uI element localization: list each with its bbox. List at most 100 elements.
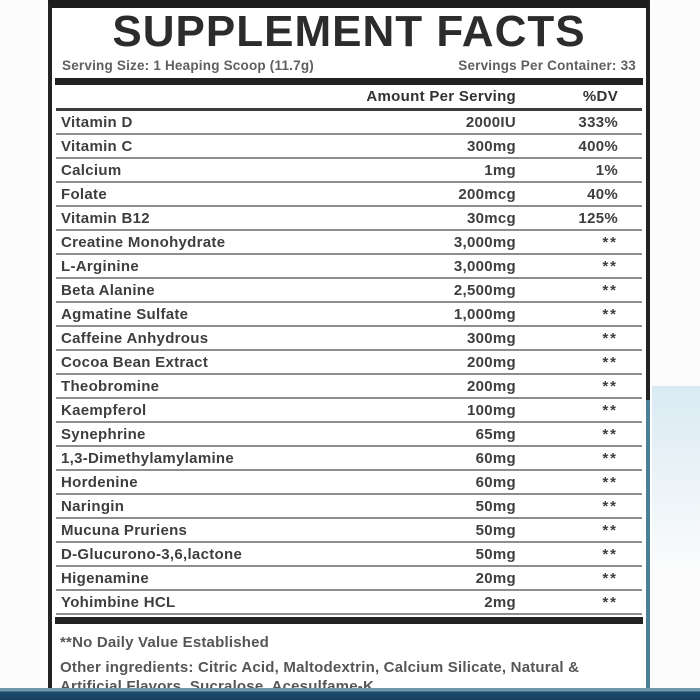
row-dv: ** <box>602 473 618 491</box>
row-dv: 40% <box>587 185 618 203</box>
row-amount: 2mg <box>484 593 516 611</box>
table-row: Calcium 1mg 1% <box>56 159 642 183</box>
row-ingredient-name: 1,3-Dimethylamylamine <box>61 449 235 467</box>
row-amount: 1mg <box>484 161 516 179</box>
row-ingredient-name: Agmatine Sulfate <box>61 305 189 323</box>
row-amount: 50mg <box>475 521 516 539</box>
row-amount: 3,000mg <box>453 233 516 251</box>
serving-size: Serving Size: 1 Heaping Scoop (11.7g) <box>62 58 314 73</box>
row-amount: 50mg <box>475 497 516 515</box>
row-dv: ** <box>602 521 618 539</box>
table-row: Yohimbine HCL 2mg ** <box>56 591 642 615</box>
row-dv: ** <box>602 449 618 467</box>
table-row: Folate 200mcg 40% <box>56 183 642 207</box>
table-row: Naringin 50mg ** <box>56 495 642 519</box>
row-ingredient-name: Yohimbine HCL <box>61 593 176 611</box>
row-ingredient-name: Vitamin B12 <box>61 209 150 227</box>
row-ingredient-name: Beta Alanine <box>61 281 155 299</box>
col-header-dv: %DV <box>582 88 618 105</box>
serving-info: Serving Size: 1 Heaping Scoop (11.7g) Se… <box>52 55 646 78</box>
row-dv: ** <box>602 257 618 275</box>
panel-title: SUPPLEMENT FACTS <box>112 7 586 56</box>
row-amount: 30mcg <box>466 209 516 227</box>
row-amount: 200mg <box>466 377 516 395</box>
row-dv: ** <box>602 545 618 563</box>
row-ingredient-name: Theobromine <box>61 377 160 395</box>
row-amount: 65mg <box>475 425 516 443</box>
table-row: Vitamin B12 30mcg 125% <box>56 207 642 231</box>
col-header-amount-per-serving: Amount Per Serving <box>366 88 516 105</box>
ingredient-table: Vitamin D 2000IU 333% Vitamin C 300mg 400% Cal… <box>52 111 646 615</box>
table-row: Caffeine Anhydrous 300mg ** <box>56 327 642 351</box>
table-row: Beta Alanine 2,500mg ** <box>56 279 642 303</box>
table-row: D-Glucurono-3,6,lactone 50mg ** <box>56 543 642 567</box>
row-amount: 2,500mg <box>453 281 516 299</box>
row-ingredient-name: Mucuna Pruriens <box>61 521 188 539</box>
row-ingredient-name: Kaempferol <box>61 401 147 419</box>
row-dv: 125% <box>578 209 618 227</box>
row-dv: ** <box>602 329 618 347</box>
row-dv: ** <box>602 281 618 299</box>
row-dv: ** <box>602 377 618 395</box>
row-dv: 1% <box>595 161 618 179</box>
row-amount: 3,000mg <box>453 257 516 275</box>
table-row: Theobromine 200mg ** <box>56 375 642 399</box>
row-ingredient-name: Creatine Monohydrate <box>61 233 226 251</box>
row-amount: 200mcg <box>458 185 516 203</box>
row-ingredient-name: Synephrine <box>61 425 146 443</box>
row-amount: 100mg <box>466 401 516 419</box>
row-amount: 200mg <box>466 353 516 371</box>
row-ingredient-name: Folate <box>61 185 107 203</box>
table-row: Creatine Monohydrate 3,000mg ** <box>56 231 642 255</box>
table-row: Higenamine 20mg ** <box>56 567 642 591</box>
table-row: 1,3-Dimethylamylamine 60mg ** <box>56 447 642 471</box>
row-ingredient-name: Caffeine Anhydrous <box>61 329 209 347</box>
row-ingredient-name: D-Glucurono-3,6,lactone <box>61 545 243 563</box>
table-row: Mucuna Pruriens 50mg ** <box>56 519 642 543</box>
row-ingredient-name: Vitamin C <box>61 137 133 155</box>
servings-per-container: Servings Per Container: 33 <box>458 58 636 73</box>
row-amount: 300mg <box>466 329 516 347</box>
row-ingredient-name: Calcium <box>61 161 122 179</box>
row-dv: ** <box>602 233 618 251</box>
row-amount: 2000IU <box>465 113 516 131</box>
row-amount: 50mg <box>475 545 516 563</box>
supplement-facts-panel: SUPPLEMENT FACTS Serving Size: 1 Heaping… <box>48 0 650 696</box>
row-amount: 20mg <box>475 569 516 587</box>
table-row: Synephrine 65mg ** <box>56 423 642 447</box>
row-dv: 333% <box>578 113 618 131</box>
table-row: L-Arginine 3,000mg ** <box>56 255 642 279</box>
row-ingredient-name: Higenamine <box>61 569 150 587</box>
table-row: Vitamin D 2000IU 333% <box>56 111 642 135</box>
background-blue-tint <box>652 386 700 576</box>
divider-bar-bottom <box>55 617 643 624</box>
row-ingredient-name: Vitamin D <box>61 113 133 131</box>
divider-bar-top <box>55 78 643 85</box>
row-amount: 1,000mg <box>453 305 516 323</box>
table-row: Vitamin C 300mg 400% <box>56 135 642 159</box>
right-border-accent <box>646 400 650 696</box>
row-ingredient-name: Naringin <box>61 497 125 515</box>
bottom-blue-bar <box>0 688 700 700</box>
row-dv: ** <box>602 305 618 323</box>
row-dv: ** <box>602 593 618 611</box>
row-dv: ** <box>602 497 618 515</box>
table-row: Cocoa Bean Extract 200mg ** <box>56 351 642 375</box>
row-dv: ** <box>602 569 618 587</box>
table-row: Agmatine Sulfate 1,000mg ** <box>56 303 642 327</box>
row-amount: 60mg <box>475 473 516 491</box>
table-row: Kaempferol 100mg ** <box>56 399 642 423</box>
row-amount: 60mg <box>475 449 516 467</box>
row-ingredient-name: L-Arginine <box>61 257 139 275</box>
table-row: Hordenine 60mg ** <box>56 471 642 495</box>
row-dv: 400% <box>578 137 618 155</box>
row-amount: 300mg <box>466 137 516 155</box>
dv-footnote: **No Daily Value Established <box>60 634 270 651</box>
row-dv: ** <box>602 353 618 371</box>
row-dv: ** <box>602 401 618 419</box>
row-dv: ** <box>602 425 618 443</box>
table-header: Amount Per Serving %DV <box>56 85 642 111</box>
row-ingredient-name: Hordenine <box>61 473 138 491</box>
row-ingredient-name: Cocoa Bean Extract <box>61 353 209 371</box>
